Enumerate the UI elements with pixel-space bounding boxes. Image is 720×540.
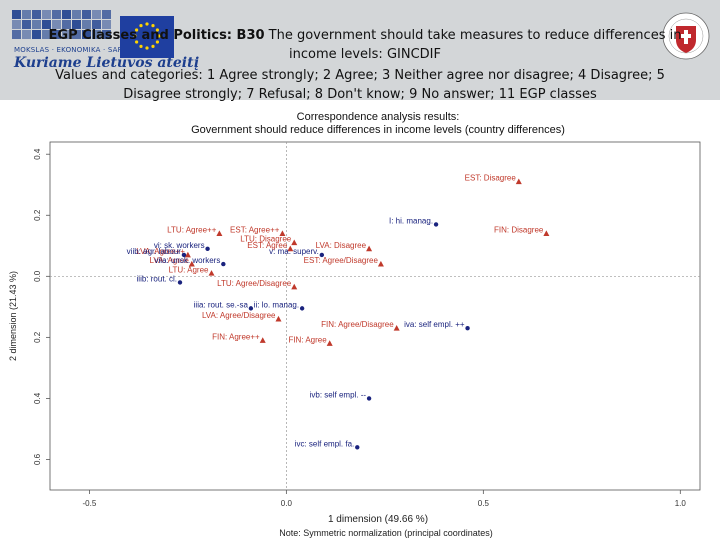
y-tick-label: 0.2 — [33, 209, 42, 221]
class-point-label: v: ma. superv. — [269, 247, 319, 256]
slide-title: EGP Classes and Politics: B30 The govern… — [40, 26, 690, 64]
university-seal-icon — [662, 12, 710, 60]
x-tick-label: 0.0 — [281, 499, 293, 508]
y-axis-label: 2 dimension (21.43 %) — [8, 271, 18, 361]
class-point-marker — [433, 222, 439, 227]
class-point-label: vi: sk. workers — [154, 241, 205, 250]
category-point-marker — [184, 251, 191, 258]
title-bold-part: EGP Classes and Politics: B30 — [48, 28, 265, 43]
class-point-marker — [205, 246, 210, 252]
class-point-marker — [465, 326, 470, 331]
y-tick-label: 0.4 — [33, 392, 42, 404]
class-point-marker — [221, 261, 226, 267]
category-point-label: EST: Disagree — [465, 174, 517, 183]
header-banner: MOKSLAS · EKONOMIKA · SARGYBA Kuriame Li… — [0, 0, 720, 102]
class-point-label: viib: agr. labour — [127, 247, 182, 256]
correspondence-analysis-chart: Correspondence analysis results: Governm… — [8, 111, 701, 538]
class-point-marker — [248, 306, 254, 311]
category-point-marker — [291, 283, 298, 290]
category-point-label: LTU: Agree — [169, 265, 209, 274]
category-point-marker — [366, 245, 373, 252]
category-point-marker — [279, 230, 286, 236]
logo-caption: MOKSLAS · EKONOMIKA · SARGYBA — [14, 46, 143, 54]
class-point-marker — [177, 280, 183, 285]
class-point-marker — [319, 252, 325, 258]
category-point-marker — [515, 178, 522, 185]
category-point-marker — [259, 337, 266, 343]
project-logo — [12, 10, 111, 39]
class-point-label: I: hi. manag. — [389, 216, 433, 225]
y-tick-label: 0.2 — [33, 331, 42, 343]
class-point-marker — [299, 306, 305, 311]
x-axis-label: 1 dimension (49.66 %) — [328, 514, 428, 525]
category-point-label: LVA: Disagree — [316, 241, 367, 250]
reference-lines — [50, 142, 700, 490]
class-point-marker — [181, 252, 187, 258]
category-point-marker — [543, 230, 550, 236]
axis-ticks: -0.5 0.0 0.5 1.0 0.4 0.2 0.0 0.2 0.4 0.6 — [33, 148, 686, 508]
class-point-label: ii: lo. manag. — [254, 300, 299, 309]
category-point-label: LTU: Disagree — [240, 235, 292, 244]
y-tick-label: 0.6 — [33, 453, 42, 465]
category-point-label: LTU: Agree/Disagree — [217, 279, 292, 288]
category-point-label: FIN: Agree/Disagree — [321, 320, 394, 329]
category-point-label: FIN: Disagree — [494, 226, 544, 235]
category-point-label: LVA: Agree++ — [136, 247, 185, 256]
x-tick-label: -0.5 — [82, 499, 96, 508]
class-point-marker — [366, 396, 372, 401]
category-point-marker — [275, 315, 282, 322]
title-code: GINCDIF — [386, 47, 441, 62]
logo-slogan: Kuriame Lietuvos ateitį — [14, 55, 199, 71]
title-rest-part: The government should take measures to r… — [264, 28, 682, 62]
chart-subtitle: Government should reduce differences in … — [191, 124, 565, 136]
category-point-marker — [393, 325, 400, 331]
class-point-label: iiia: rout. se.-sa — [194, 300, 249, 309]
plot-frame — [49, 141, 701, 491]
x-tick-label: 1.0 — [675, 499, 687, 508]
category-point-label: LTU: Agree++ — [167, 226, 217, 235]
class-point-label: ivb: self empl. -- — [310, 390, 367, 399]
category-point-label: LVA: Agree/Disagree — [202, 311, 276, 320]
class-point-label: iva: self empl. ++ — [404, 320, 465, 329]
category-point-label: EST: Agree++ — [230, 226, 280, 235]
category-point-marker — [326, 340, 333, 346]
category-point-label: EST: Agree — [247, 241, 288, 250]
chart-title: Correspondence analysis results: — [297, 111, 460, 123]
data-points: EST: Disagree FIN: Disagree LTU: Agree++ ES… — [127, 174, 550, 450]
x-tick-label: 0.5 — [478, 499, 490, 508]
category-point-marker — [188, 260, 195, 267]
category-point-label: FIN: Agree — [288, 335, 327, 344]
chart-note: Note: Symmetric normalization (principal… — [279, 528, 493, 538]
category-point-label: FIN: Agree++ — [212, 332, 260, 341]
class-point-label: viia: unsk. workers — [155, 256, 221, 265]
slide-subtitle: Values and categories: 1 Agree strongly;… — [55, 68, 665, 102]
y-tick-label: 0.0 — [33, 270, 42, 282]
class-point-marker — [355, 445, 360, 450]
class-point-label: ivc: self empl. fa. — [295, 439, 355, 448]
class-point-label: iiib: rout. cl. — [137, 274, 177, 283]
category-point-marker — [216, 230, 223, 236]
category-point-label: LVA: Agree — [150, 256, 190, 265]
category-point-marker — [208, 270, 215, 276]
category-point-label: EST: Agree/Disagree — [304, 256, 379, 265]
y-tick-label: 0.4 — [33, 148, 42, 160]
category-point-marker — [377, 260, 384, 267]
category-point-marker — [291, 239, 298, 246]
category-point-marker — [287, 245, 294, 252]
eu-flag-icon — [120, 16, 174, 58]
